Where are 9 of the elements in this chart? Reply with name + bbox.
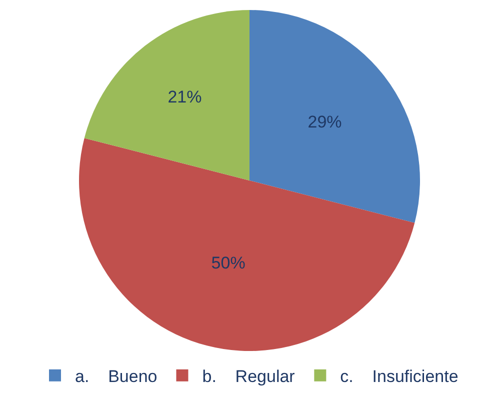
pie-slice: [84, 10, 250, 180]
legend-label: c. Insuficiente: [340, 367, 458, 386]
data-label: 21%: [168, 87, 202, 106]
legend-label: b. Regular: [202, 367, 296, 386]
data-label: 29%: [308, 112, 342, 132]
legend-label: a. Bueno: [75, 367, 158, 386]
pie-slice: [79, 138, 415, 351]
pie-slice: [250, 10, 420, 223]
data-label: 50%: [211, 254, 246, 273]
